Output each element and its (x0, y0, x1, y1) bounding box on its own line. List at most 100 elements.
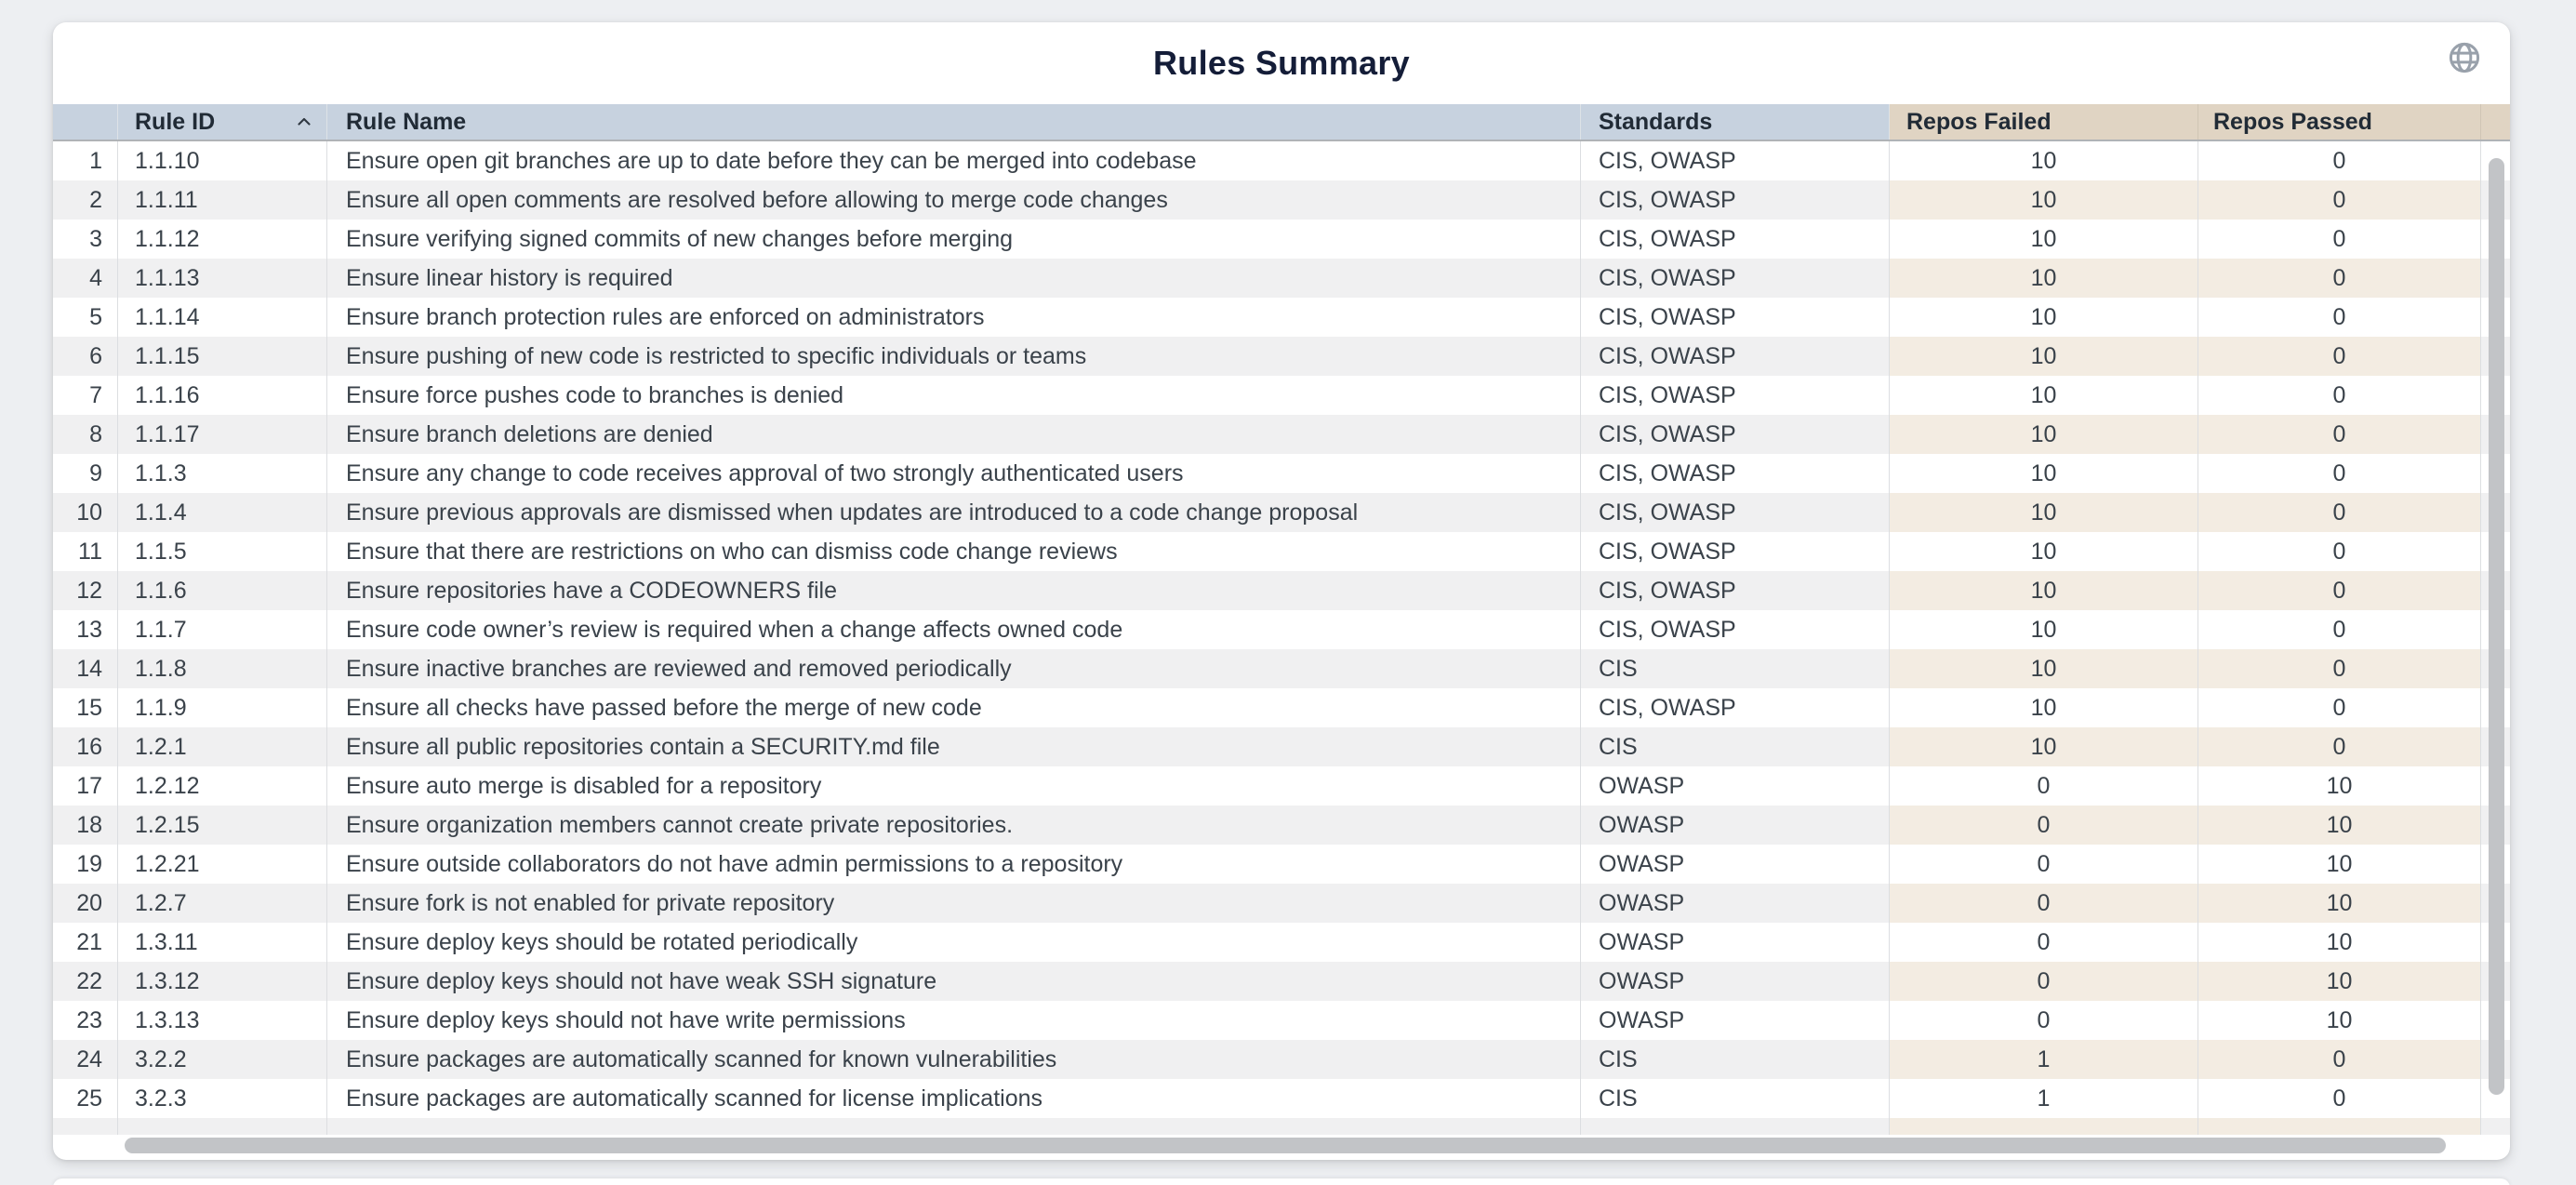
row-index-cell: 13 (53, 610, 118, 649)
table-row[interactable]: 20 1.2.7 Ensure fork is not enabled for … (53, 884, 2510, 923)
rule-name-cell: Ensure outside collaborators do not have… (327, 845, 1581, 884)
repos-passed-cell: 10 (2198, 962, 2481, 1001)
table-row[interactable]: 7 1.1.16 Ensure force pushes code to bra… (53, 376, 2510, 415)
repos-passed-cell: 0 (2198, 1079, 2481, 1118)
rule-name-cell: Ensure fork is not enabled for private r… (327, 884, 1581, 923)
rule-name-cell: Ensure pushing of new code is restricted… (327, 337, 1581, 376)
globe-button[interactable] (2447, 40, 2482, 75)
header-repos-failed[interactable]: Repos Failed (1890, 104, 2198, 140)
table-row[interactable]: 14 1.1.8 Ensure inactive branches are re… (53, 649, 2510, 688)
repos-failed-cell: 10 (1890, 376, 2198, 415)
table-row-partial (53, 1118, 2510, 1135)
table-row[interactable]: 9 1.1.3 Ensure any change to code receiv… (53, 454, 2510, 493)
repos-failed-cell: 10 (1890, 220, 2198, 259)
next-card-edge (53, 1178, 2510, 1185)
row-index-cell: 4 (53, 259, 118, 298)
standards-cell: CIS, OWASP (1581, 415, 1890, 454)
header-repos-passed[interactable]: Repos Passed (2198, 104, 2481, 140)
table-row[interactable]: 19 1.2.21 Ensure outside collaborators d… (53, 845, 2510, 884)
table-row[interactable]: 21 1.3.11 Ensure deploy keys should be r… (53, 923, 2510, 962)
table-row[interactable]: 17 1.2.12 Ensure auto merge is disabled … (53, 766, 2510, 806)
rules-table: Rule ID Rule Name Standards Repos Failed… (53, 104, 2510, 1160)
standards-cell: CIS, OWASP (1581, 532, 1890, 571)
rule-name-cell: Ensure all public repositories contain a… (327, 727, 1581, 766)
repos-failed-cell: 10 (1890, 337, 2198, 376)
standards-cell: CIS, OWASP (1581, 259, 1890, 298)
rule-id-cell: 1.3.13 (118, 1001, 327, 1040)
rule-name-cell: Ensure verifying signed commits of new c… (327, 220, 1581, 259)
header-standards[interactable]: Standards (1581, 104, 1890, 140)
table-row[interactable]: 1 1.1.10 Ensure open git branches are up… (53, 141, 2510, 180)
repos-failed-cell: 0 (1890, 923, 2198, 962)
table-row[interactable]: 4 1.1.13 Ensure linear history is requir… (53, 259, 2510, 298)
table-row[interactable]: 16 1.2.1 Ensure all public repositories … (53, 727, 2510, 766)
rule-name-cell: Ensure linear history is required (327, 259, 1581, 298)
rule-id-cell: 1.1.16 (118, 376, 327, 415)
table-row[interactable]: 12 1.1.6 Ensure repositories have a CODE… (53, 571, 2510, 610)
table-row[interactable]: 24 3.2.2 Ensure packages are automatical… (53, 1040, 2510, 1079)
rule-name-cell: Ensure packages are automatically scanne… (327, 1079, 1581, 1118)
table-row[interactable]: 25 3.2.3 Ensure packages are automatical… (53, 1079, 2510, 1118)
header-rule-name[interactable]: Rule Name (327, 104, 1581, 140)
table-row[interactable]: 22 1.3.12 Ensure deploy keys should not … (53, 962, 2510, 1001)
repos-failed-cell: 0 (1890, 962, 2198, 1001)
table-row[interactable]: 11 1.1.5 Ensure that there are restricti… (53, 532, 2510, 571)
row-index-cell: 3 (53, 220, 118, 259)
horizontal-scrollbar-thumb[interactable] (125, 1138, 2446, 1153)
standards-cell: CIS, OWASP (1581, 298, 1890, 337)
table-row[interactable]: 8 1.1.17 Ensure branch deletions are den… (53, 415, 2510, 454)
repos-failed-cell: 0 (1890, 884, 2198, 923)
standards-cell: CIS (1581, 1079, 1890, 1118)
repos-failed-cell: 0 (1890, 806, 2198, 845)
repos-passed-cell: 0 (2198, 180, 2481, 220)
repos-passed-cell: 0 (2198, 141, 2481, 180)
standards-cell: OWASP (1581, 845, 1890, 884)
repos-passed-cell: 0 (2198, 649, 2481, 688)
standards-cell: CIS, OWASP (1581, 454, 1890, 493)
repos-passed-cell: 10 (2198, 884, 2481, 923)
table-row[interactable]: 10 1.1.4 Ensure previous approvals are d… (53, 493, 2510, 532)
repos-failed-cell: 10 (1890, 493, 2198, 532)
rule-name-cell: Ensure organization members cannot creat… (327, 806, 1581, 845)
standards-cell: OWASP (1581, 766, 1890, 806)
rule-name-cell: Ensure open git branches are up to date … (327, 141, 1581, 180)
rule-name-cell: Ensure all checks have passed before the… (327, 688, 1581, 727)
rule-name-cell: Ensure previous approvals are dismissed … (327, 493, 1581, 532)
table-row[interactable]: 3 1.1.12 Ensure verifying signed commits… (53, 220, 2510, 259)
table-row[interactable]: 23 1.3.13 Ensure deploy keys should not … (53, 1001, 2510, 1040)
row-index-cell: 18 (53, 806, 118, 845)
row-index-cell: 24 (53, 1040, 118, 1079)
rule-id-cell: 1.1.4 (118, 493, 327, 532)
repos-passed-cell: 0 (2198, 727, 2481, 766)
rule-name-cell: Ensure deploy keys should not have weak … (327, 962, 1581, 1001)
repos-passed-cell: 0 (2198, 571, 2481, 610)
rule-id-cell: 1.1.6 (118, 571, 327, 610)
table-row[interactable]: 6 1.1.15 Ensure pushing of new code is r… (53, 337, 2510, 376)
table-row[interactable]: 13 1.1.7 Ensure code owner’s review is r… (53, 610, 2510, 649)
repos-passed-cell: 0 (2198, 337, 2481, 376)
table-row[interactable]: 18 1.2.15 Ensure organization members ca… (53, 806, 2510, 845)
repos-failed-cell: 10 (1890, 571, 2198, 610)
rule-id-cell: 1.3.12 (118, 962, 327, 1001)
repos-passed-cell: 10 (2198, 845, 2481, 884)
table-header-row: Rule ID Rule Name Standards Repos Failed… (53, 104, 2510, 141)
repos-failed-cell: 10 (1890, 298, 2198, 337)
table-row[interactable]: 5 1.1.14 Ensure branch protection rules … (53, 298, 2510, 337)
standards-cell: OWASP (1581, 884, 1890, 923)
rule-id-cell: 1.1.10 (118, 141, 327, 180)
standards-cell: CIS, OWASP (1581, 688, 1890, 727)
header-rule-id[interactable]: Rule ID (118, 104, 327, 140)
repos-failed-cell: 10 (1890, 727, 2198, 766)
repos-failed-cell: 10 (1890, 532, 2198, 571)
rule-id-cell: 1.2.21 (118, 845, 327, 884)
vertical-scrollbar-thumb[interactable] (2489, 158, 2504, 1095)
row-index-cell: 19 (53, 845, 118, 884)
table-row[interactable]: 2 1.1.11 Ensure all open comments are re… (53, 180, 2510, 220)
repos-passed-cell: 0 (2198, 493, 2481, 532)
header-gutter (2481, 104, 2510, 140)
standards-cell: OWASP (1581, 962, 1890, 1001)
standards-cell: OWASP (1581, 1001, 1890, 1040)
repos-passed-cell: 10 (2198, 806, 2481, 845)
table-row[interactable]: 15 1.1.9 Ensure all checks have passed b… (53, 688, 2510, 727)
row-index-cell: 10 (53, 493, 118, 532)
